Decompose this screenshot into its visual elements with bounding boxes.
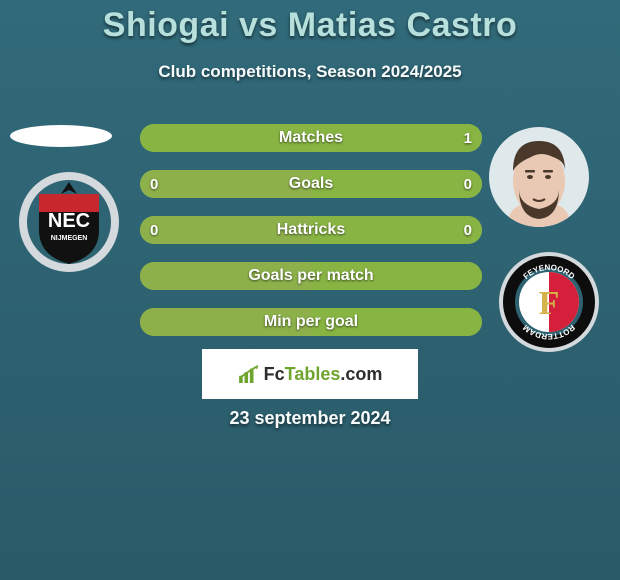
bar-left-value: 0 xyxy=(150,170,158,198)
svg-text:NIJMEGEN: NIJMEGEN xyxy=(51,235,88,242)
nec-logo-icon: NEC NIJMEGEN xyxy=(19,172,119,272)
stat-bar: Goals0 0 xyxy=(140,170,482,198)
bar-left-value: 0 xyxy=(150,216,158,244)
svg-text:F: F xyxy=(539,285,560,322)
subtitle: Club competitions, Season 2024/2025 xyxy=(0,62,620,82)
player-left-avatar xyxy=(10,125,112,147)
brand-fc: Fc xyxy=(264,364,285,384)
bar-label: Matches xyxy=(140,124,482,152)
date-text: 23 september 2024 xyxy=(0,408,620,429)
stat-bar: Hattricks0 0 xyxy=(140,216,482,244)
bar-right-value: 0 xyxy=(464,216,472,244)
comparison-card: Shiogai vs Matias Castro Club competitio… xyxy=(0,0,620,580)
face-icon xyxy=(489,127,589,227)
feyenoord-logo-icon: F FEYENOORD ROTTERDAM xyxy=(499,252,599,352)
bar-label: Min per goal xyxy=(140,308,482,336)
brand-text: FcTables.com xyxy=(264,364,383,385)
brand-dotcom: .com xyxy=(340,364,382,384)
stat-bars: Matches1Goals00Hattricks00Goals per matc… xyxy=(140,124,482,354)
club-right-logo: F FEYENOORD ROTTERDAM xyxy=(499,252,599,352)
player-right-avatar xyxy=(489,127,589,227)
bar-right-value: 0 xyxy=(464,170,472,198)
bar-label: Goals per match xyxy=(140,262,482,290)
club-left-logo: NEC NIJMEGEN xyxy=(19,172,119,272)
svg-text:NEC: NEC xyxy=(48,210,90,232)
bar-label: Goals xyxy=(140,170,482,198)
bar-label: Hattricks xyxy=(140,216,482,244)
stat-bar: Goals per match xyxy=(140,262,482,290)
brand-box: FcTables.com xyxy=(202,349,418,399)
page-title: Shiogai vs Matias Castro xyxy=(0,6,620,45)
brand-tables: Tables xyxy=(285,364,341,384)
bar-right-value: 1 xyxy=(464,124,472,152)
chart-icon xyxy=(238,365,260,383)
stat-bar: Min per goal xyxy=(140,308,482,336)
stat-bar: Matches1 xyxy=(140,124,482,152)
